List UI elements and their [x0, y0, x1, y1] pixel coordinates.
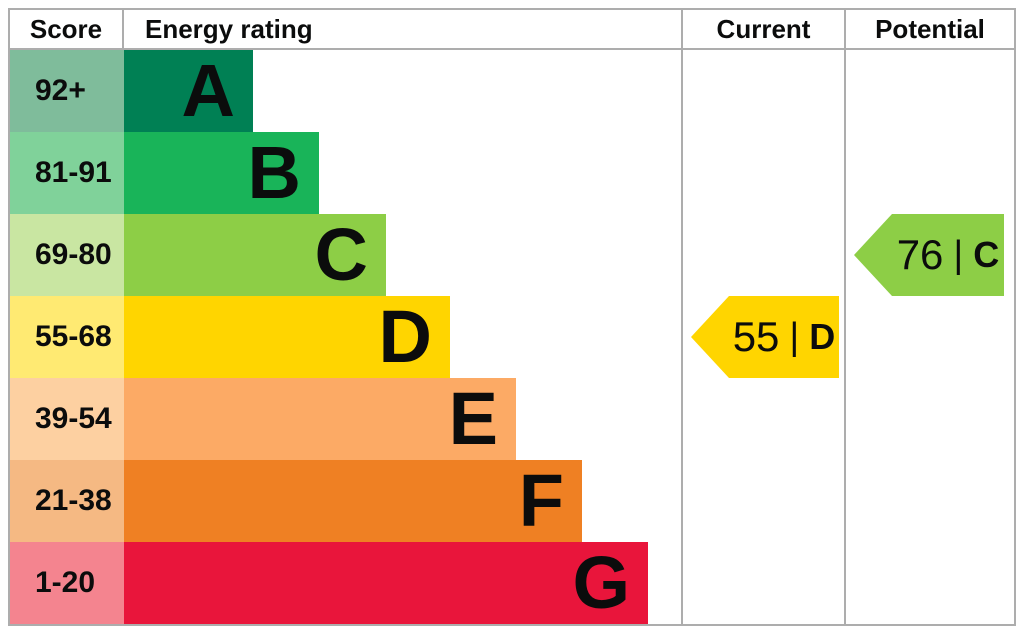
- band-g-score-cell: 1-20: [10, 542, 124, 624]
- current-rating-value: 55: [732, 313, 780, 360]
- band-f-bar-cell: F: [124, 460, 681, 542]
- band-g-bar: G: [124, 542, 648, 624]
- band-d-letter: D: [378, 295, 432, 378]
- band-b-score-cell: 81-91: [10, 132, 124, 214]
- band-a-score-label: 92+: [35, 74, 86, 107]
- current-rating-separator: |: [789, 315, 800, 358]
- header-potential-label: Potential: [875, 13, 985, 44]
- header-score-label: Score: [29, 13, 103, 44]
- header-current: Current: [681, 10, 844, 50]
- header-energy-rating-label: Energy rating: [145, 13, 313, 44]
- potential-column: 76 | C: [844, 50, 1014, 624]
- band-d-score-label: 55-68: [35, 320, 112, 353]
- band-a-bar-cell: A: [124, 50, 681, 132]
- band-f-bar: F: [124, 460, 582, 542]
- band-f-letter: F: [518, 459, 564, 542]
- band-e-score-cell: 39-54: [10, 378, 124, 460]
- current-rating-letter: D: [809, 316, 836, 357]
- potential-rating-arrow: 76 | C: [854, 214, 1004, 296]
- band-b-bar: B: [124, 132, 319, 214]
- current-column: 55 | D: [681, 50, 844, 624]
- band-b-letter: B: [247, 131, 301, 214]
- band-f-score-cell: 21-38: [10, 460, 124, 542]
- band-c-bar: C: [124, 214, 386, 296]
- band-g-bar-cell: G: [124, 542, 681, 624]
- header-potential: Potential: [844, 10, 1014, 50]
- header-energy-rating: Energy rating: [124, 10, 681, 50]
- band-b-score-label: 81-91: [35, 156, 112, 189]
- band-c-score-label: 69-80: [35, 238, 112, 271]
- band-d-bar-cell: D: [124, 296, 681, 378]
- header-score: Score: [10, 10, 124, 50]
- band-e-bar-cell: E: [124, 378, 681, 460]
- potential-rating-value: 76: [896, 231, 944, 278]
- band-c-letter: C: [314, 213, 368, 296]
- header-current-label: Current: [716, 13, 811, 44]
- potential-rating-letter: C: [973, 234, 1000, 275]
- band-f-score-label: 21-38: [35, 484, 112, 517]
- band-g-letter: G: [572, 541, 630, 624]
- band-d-bar: D: [124, 296, 450, 378]
- band-b-bar-cell: B: [124, 132, 681, 214]
- band-e-bar: E: [124, 378, 516, 460]
- epc-rating-chart: Score Energy rating Current Potential 92…: [8, 8, 1016, 626]
- potential-rating-separator: |: [953, 233, 964, 276]
- current-rating-arrow: 55 | D: [691, 296, 839, 378]
- band-e-score-label: 39-54: [35, 402, 112, 435]
- band-a-letter: A: [181, 49, 235, 132]
- band-g-score-label: 1-20: [35, 566, 96, 599]
- band-d-score-cell: 55-68: [10, 296, 124, 378]
- band-c-bar-cell: C: [124, 214, 681, 296]
- band-e-letter: E: [448, 377, 498, 460]
- band-c-score-cell: 69-80: [10, 214, 124, 296]
- band-a-score-cell: 92+: [10, 50, 124, 132]
- band-a-bar: A: [124, 50, 253, 132]
